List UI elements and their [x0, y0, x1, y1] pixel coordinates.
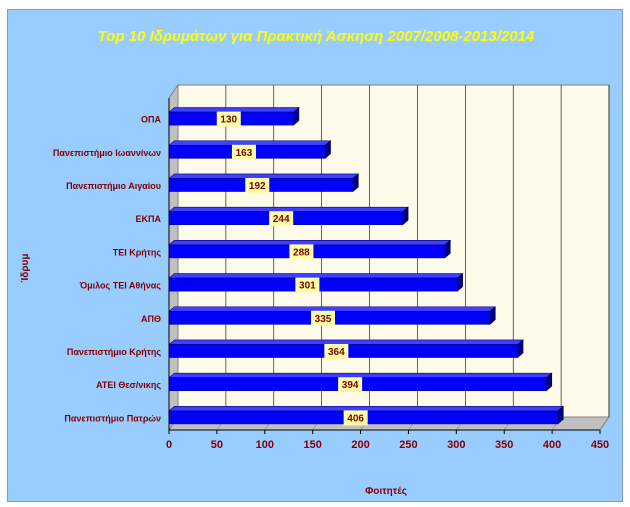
- bar: 163: [168, 140, 332, 160]
- data-label-box: [295, 277, 320, 293]
- category-label: ΑΤΕΙ Θεσ/νικης: [96, 380, 161, 390]
- bar: 288: [168, 239, 452, 260]
- bar-top-face: [168, 372, 553, 379]
- data-label: 301: [299, 281, 316, 292]
- category-label: ΤΕΙ Κρήτης: [113, 247, 162, 257]
- bar: 364: [168, 339, 524, 359]
- data-label: 130: [220, 115, 237, 126]
- category-label: ΑΠΘ: [141, 314, 161, 324]
- data-label: 364: [328, 347, 345, 358]
- x-tick-label: 450: [591, 439, 609, 451]
- bar-top-face: [168, 240, 452, 246]
- data-label-box: [289, 244, 314, 260]
- data-label: 335: [315, 314, 332, 325]
- x-tick-label: 400: [543, 439, 561, 451]
- data-label: 192: [249, 181, 266, 192]
- x-tick-label: 0: [166, 439, 172, 451]
- gridline-floor: [599, 416, 610, 431]
- x-tick-label: 350: [495, 439, 513, 451]
- x-tick-label: 150: [303, 439, 321, 451]
- y-axis-title: Ίδρυμ: [20, 254, 31, 283]
- data-label-box: [216, 111, 241, 127]
- category-label: Πανεπιστήμιο Ιωαννίνων: [53, 148, 161, 158]
- bar-top-face: [168, 107, 300, 113]
- data-label: 244: [273, 214, 290, 225]
- data-label: 406: [347, 413, 364, 424]
- category-label: Όμιλος ΤΕΙ Αθήνας: [79, 281, 162, 291]
- category-label: Πανεπιστήμιο Αιγαίου: [66, 181, 161, 191]
- data-label: 288: [293, 247, 310, 258]
- bar: 130: [168, 106, 300, 127]
- bar-top-face: [168, 339, 524, 345]
- x-tick-label: 250: [399, 439, 417, 451]
- bar-top-face: [168, 406, 565, 412]
- bar: 406: [168, 405, 565, 426]
- category-label: ΟΠΑ: [141, 115, 162, 125]
- chart-title: Top 10 Ιδρυμάτων για Πρακτική Άσκηση 200…: [98, 28, 535, 45]
- bar-top-face: [168, 206, 409, 212]
- data-label: 394: [342, 380, 359, 391]
- data-label: 163: [236, 148, 253, 159]
- category-label: ΕΚΠΑ: [135, 214, 161, 224]
- chart-container: Top 10 Ιδρυμάτων για Πρακτική Άσκηση 200…: [7, 9, 623, 502]
- bar: 301: [168, 272, 464, 293]
- category-label: Πανεπιστήμιο Πατρών: [64, 413, 161, 423]
- bar: 244: [168, 206, 409, 227]
- bar-top-face: [168, 273, 464, 279]
- x-tick-label: 50: [211, 439, 223, 451]
- data-label-box: [245, 178, 270, 193]
- category-label: Πανεπιστήμιο Κρήτης: [67, 347, 161, 357]
- bar-chart: Top 10 Ιδρυμάτων για Πρακτική Άσκηση 200…: [20, 28, 610, 497]
- x-axis-ticks: 0 50 100 150 200 250 300 350 400 450: [166, 98, 609, 451]
- bar-top-face: [168, 140, 332, 146]
- x-axis-title: Φοιτητές: [365, 486, 407, 497]
- bar-top-face: [168, 306, 497, 312]
- category-labels: ΟΠΑ Πανεπιστήμιο Ιωαννίνων Πανεπιστήμιο Αι…: [53, 115, 162, 424]
- data-label-box: [324, 344, 349, 359]
- data-label-box: [343, 410, 368, 426]
- data-label-box: [231, 144, 256, 160]
- x-tick-label: 200: [351, 439, 369, 451]
- x-tick-label: 100: [256, 439, 274, 451]
- bar: 335: [168, 306, 497, 326]
- bar: 192: [168, 173, 360, 193]
- bar: 394: [168, 372, 553, 393]
- bar-top-face: [168, 173, 360, 179]
- data-label-box: [311, 310, 336, 326]
- data-label-box: [338, 377, 363, 393]
- data-label-box: [269, 211, 294, 227]
- x-tick-label: 300: [447, 439, 465, 451]
